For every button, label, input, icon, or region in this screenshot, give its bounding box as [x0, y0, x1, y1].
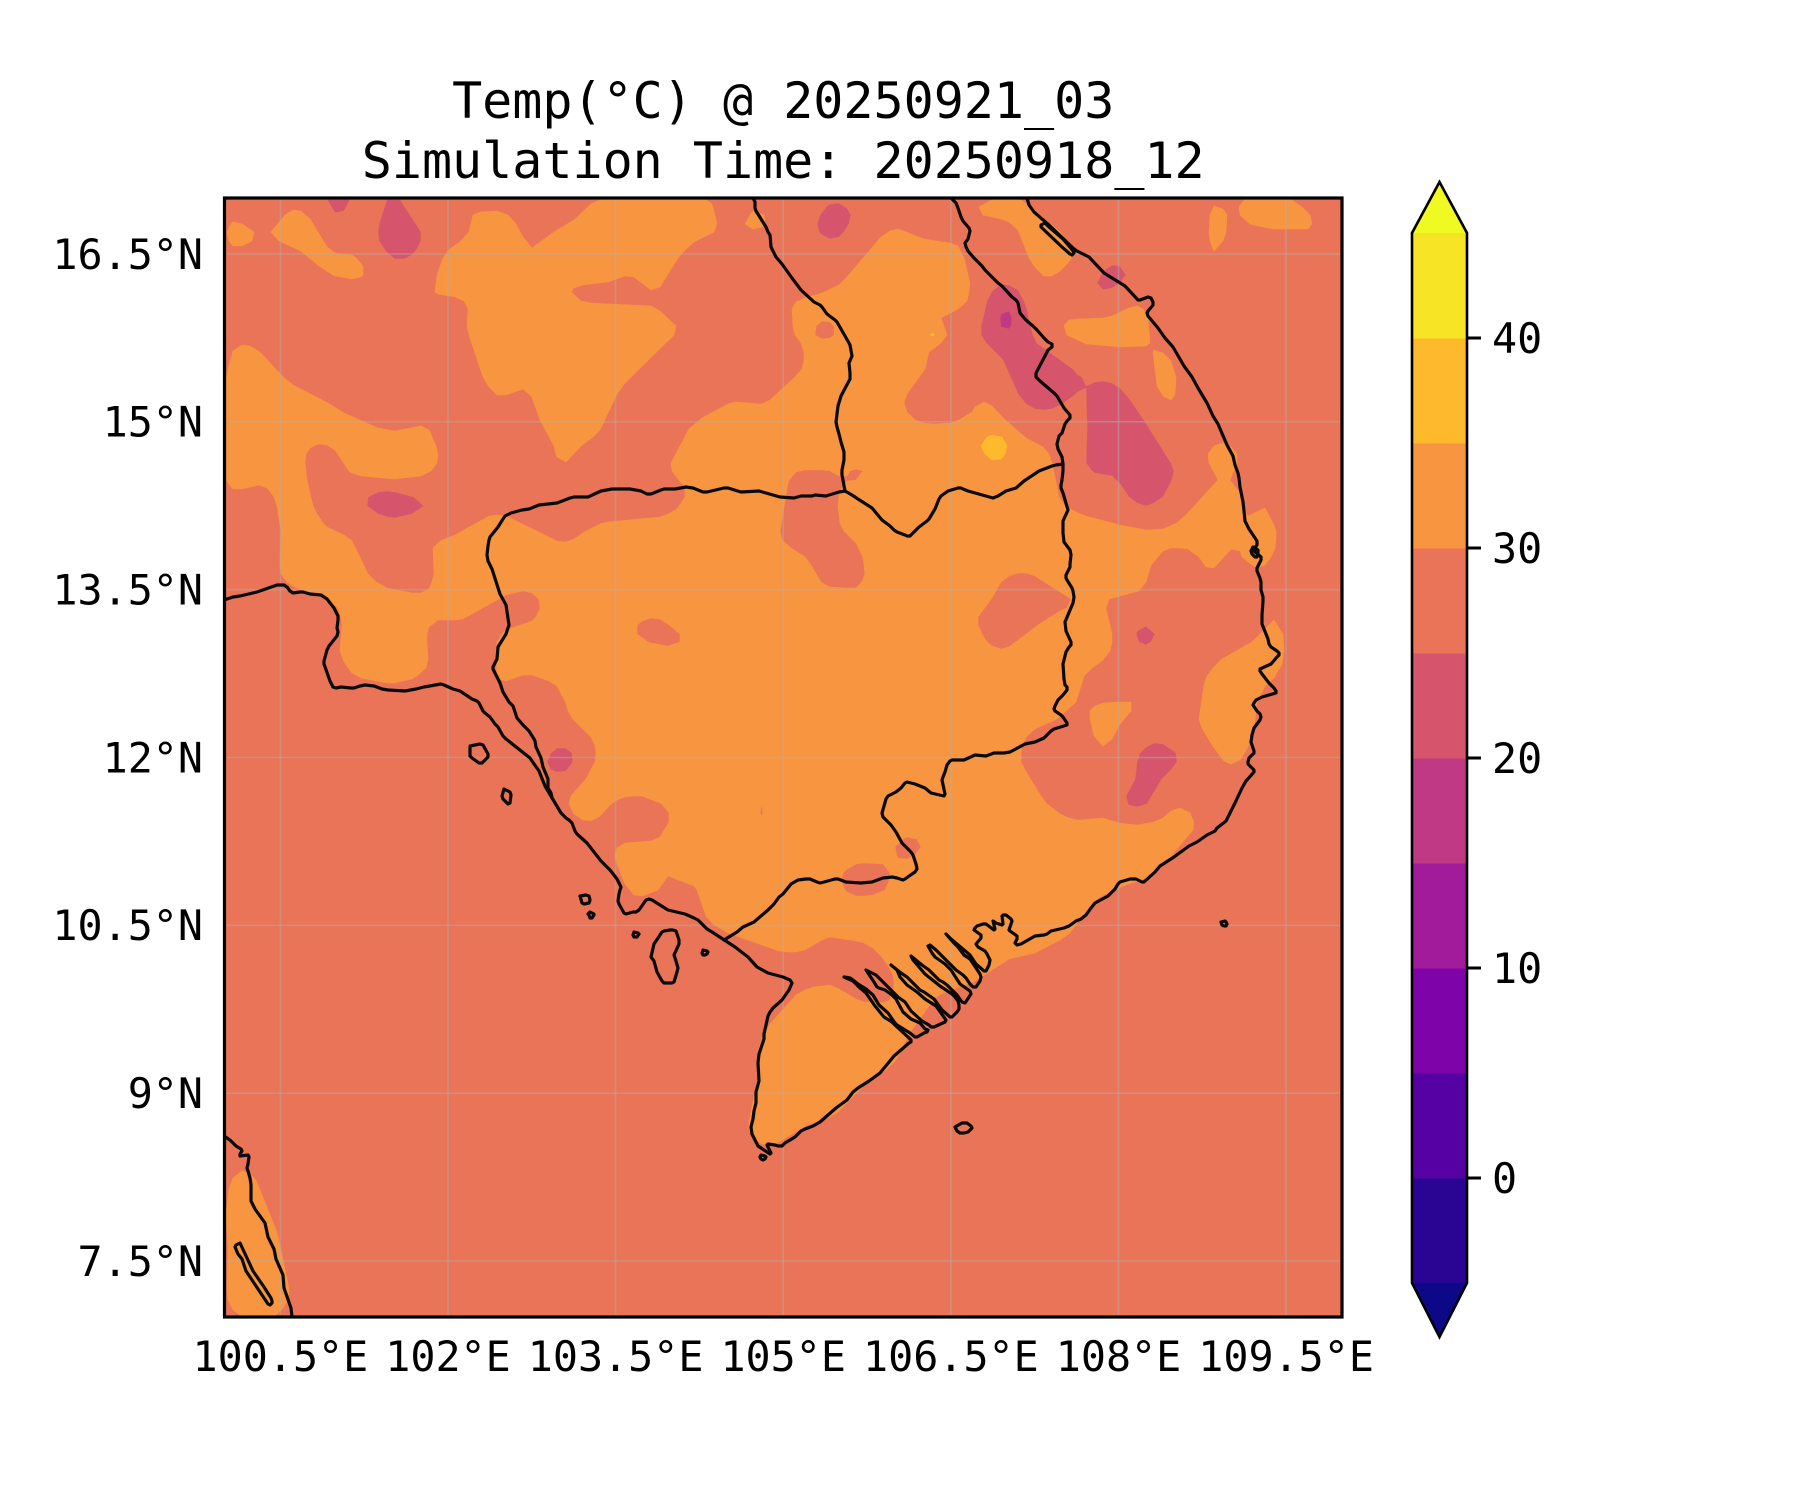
coastline-border-layer — [224, 198, 1281, 1317]
y-tick-label: 7.5°N — [78, 1237, 204, 1286]
y-tick-label: 12°N — [103, 733, 203, 782]
colorbar: 40 30 20 10 0 — [1410, 179, 1542, 1340]
colorbar-tick-label: 10 — [1492, 944, 1542, 993]
colorbar-segment — [1412, 548, 1467, 654]
colorbar-tick-label: 30 — [1492, 524, 1542, 573]
graticule-layer — [224, 198, 1342, 1317]
y-tick-label: 13.5°N — [52, 566, 203, 615]
colorbar-segment — [1412, 863, 1467, 969]
border-thailand-cambodia — [485, 485, 847, 800]
coastline-peninsula — [224, 1134, 294, 1317]
border-laos-vietnam — [949, 198, 1072, 466]
y-tick-label: 9°N — [128, 1069, 203, 1118]
island-phu-quy — [1219, 919, 1229, 928]
songkhla-lagoon — [233, 1241, 274, 1307]
y-tick-label: 10.5°N — [52, 901, 203, 950]
island-kep-island — [700, 948, 710, 957]
contour-region — [224, 198, 1313, 1317]
island-koh-kut — [500, 787, 513, 806]
colorbar-segment — [1412, 653, 1467, 759]
x-tick-label: 103.5°E — [528, 1332, 704, 1381]
coastline-mainland — [224, 198, 1281, 1156]
map-panel — [224, 198, 1342, 1317]
y-tick-label: 15°N — [103, 398, 203, 447]
plot-title: Temp(°C) @ 20250921_03 — [452, 72, 1114, 130]
x-tick-label: 108°E — [1056, 1332, 1182, 1381]
island-koh-rong-samloem — [586, 910, 596, 920]
x-tick-label: 102°E — [385, 1332, 511, 1381]
hue-lagoon — [1039, 221, 1076, 257]
island-quy-nhon-lagoon — [1249, 545, 1260, 559]
border-laos-cambodia — [843, 462, 1065, 538]
colorbar-segment — [1412, 1178, 1467, 1284]
colorbar-tick-label: 40 — [1492, 314, 1542, 363]
y-axis: 16.5°N 15°N 13.5°N 12°N 10.5°N 9°N 7.5°N — [52, 230, 203, 1286]
colorbar-outline — [1410, 179, 1469, 1340]
contour-region — [929, 332, 1008, 461]
x-tick-label: 100.5°E — [193, 1332, 369, 1381]
colorbar-tick-label: 0 — [1492, 1154, 1517, 1203]
border-thailand-laos — [751, 198, 854, 493]
colorbar-over-arrow — [1412, 182, 1467, 233]
colorbar-segment — [1412, 1073, 1467, 1179]
x-axis: 100.5°E 102°E 103.5°E 105°E 106.5°E 108°… — [193, 1332, 1374, 1381]
colorbar-under-arrow — [1412, 1283, 1467, 1337]
colorbar-tick-label: 20 — [1492, 734, 1542, 783]
x-tick-label: 105°E — [720, 1332, 846, 1381]
x-tick-label: 106.5°E — [863, 1332, 1039, 1381]
island-koh-chang — [468, 742, 490, 765]
colorbar-segment — [1412, 338, 1467, 444]
island-koh-rong — [578, 893, 592, 906]
plot-subtitle: Simulation Time: 20250918_12 — [362, 132, 1205, 190]
island-con-dao — [953, 1121, 974, 1135]
colorbar-segment — [1412, 233, 1467, 339]
border-cambodia-vietnam — [722, 462, 1076, 942]
colorbar-segment — [1412, 968, 1467, 1074]
island-phu-quoc — [649, 928, 681, 985]
island-koh-thmei — [631, 930, 641, 939]
colorbar-segment — [1412, 443, 1467, 549]
map-frame — [222, 196, 1344, 1319]
x-tick-label: 109.5°E — [1198, 1332, 1374, 1381]
island-hon-khoai — [758, 1153, 768, 1162]
colorbar-segment — [1412, 758, 1467, 864]
y-tick-label: 16.5°N — [52, 230, 203, 279]
